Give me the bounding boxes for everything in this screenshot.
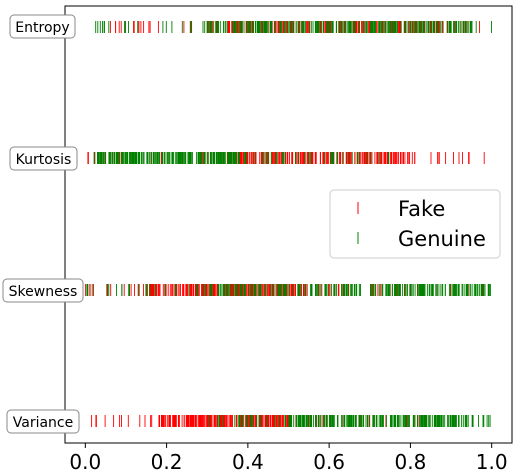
- category-label-variance: Variance: [13, 415, 73, 431]
- legend-entry-fake: Fake: [398, 197, 445, 221]
- category-label-kurtosis: Kurtosis: [16, 152, 72, 168]
- x-tick-label: 0.8: [395, 450, 427, 474]
- category-labels: Variance Skewness Kurtosis Entropy: [2, 14, 84, 434]
- data-marks: [85, 21, 492, 427]
- category-label-box: [6, 409, 80, 434]
- x-tick-label: 1.0: [476, 450, 508, 474]
- legend: Fake Genuine: [329, 189, 501, 259]
- x-axis: 0.0 0.2 0.4 0.6 0.8 1.0: [69, 443, 508, 474]
- category-label-skewness: Skewness: [9, 284, 78, 300]
- plot-frame: [64, 5, 513, 444]
- legend-box: [329, 189, 501, 259]
- category-label-box: [9, 146, 78, 171]
- x-tick-label: 0.2: [151, 450, 183, 474]
- x-tick-label: 0.6: [313, 450, 345, 474]
- category-label-box: [9, 14, 76, 39]
- x-tick-label: 0.0: [69, 450, 101, 474]
- category-label-box: [2, 278, 84, 303]
- x-tick-label: 0.4: [232, 450, 264, 474]
- legend-entry-genuine: Genuine: [398, 227, 486, 251]
- category-label-entropy: Entropy: [15, 20, 69, 36]
